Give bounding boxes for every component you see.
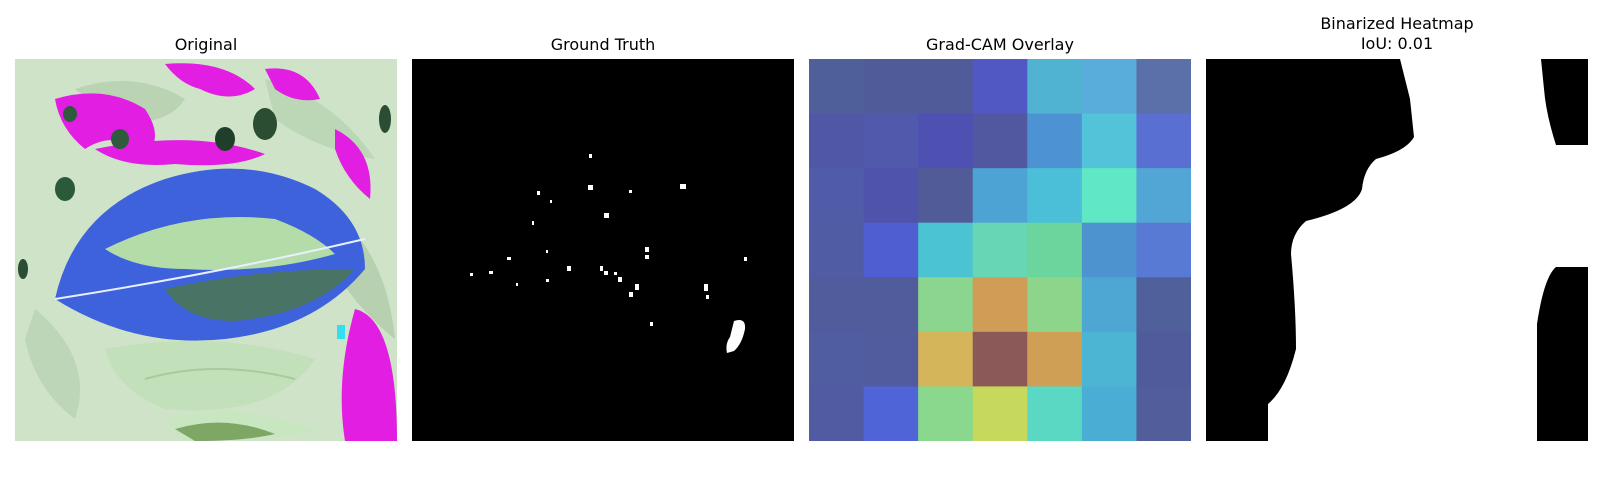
binarized-title-text: Binarized Heatmap <box>1320 14 1474 33</box>
original-panel: Original <box>15 0 397 500</box>
gradcam-cell <box>809 113 865 169</box>
gradcam-cell <box>863 168 919 224</box>
original-title: Original <box>174 35 238 54</box>
gradcam-title: Grad-CAM Overlay <box>926 35 1074 54</box>
binarized-title: Binarized Heatmap IoU: 0.01 <box>1206 14 1588 54</box>
gradcam-cell <box>863 386 919 441</box>
gradcam-cell <box>1081 168 1137 224</box>
gradcam-cell <box>809 222 865 278</box>
gradcam-cell <box>972 277 1028 333</box>
binarized-panel: Binarized Heatmap IoU: 0.01 <box>1206 0 1588 500</box>
gradcam-cell <box>918 168 974 224</box>
gradcam-cell <box>972 331 1028 387</box>
gradcam-cell <box>863 331 919 387</box>
gradcam-cell <box>918 331 974 387</box>
gradcam-cell <box>863 222 919 278</box>
gradcam-cell <box>1027 168 1083 224</box>
gradcam-cell <box>972 59 1028 115</box>
gradcam-cell <box>863 59 919 115</box>
gradcam-cell <box>809 59 865 115</box>
gradcam-cell <box>972 222 1028 278</box>
gradcam-cell <box>1027 113 1083 169</box>
gradcam-cell <box>918 277 974 333</box>
gradcam-cell <box>809 277 865 333</box>
gradcam-cell <box>972 113 1028 169</box>
gradcam-cell <box>1136 277 1191 333</box>
ground-truth-panel: Ground Truth <box>412 0 794 500</box>
gradcam-cell <box>1136 113 1191 169</box>
gradcam-cell <box>1136 331 1191 387</box>
gradcam-cell <box>1027 59 1083 115</box>
gradcam-cell <box>1136 59 1191 115</box>
gradcam-cell <box>918 386 974 441</box>
gradcam-cell <box>863 113 919 169</box>
gradcam-cell <box>809 331 865 387</box>
gradcam-cell <box>1027 331 1083 387</box>
gradcam-cell <box>1081 386 1137 441</box>
gradcam-panel: Grad-CAM Overlay <box>809 0 1191 500</box>
gradcam-heatmap <box>809 59 1191 441</box>
gradcam-cell <box>863 277 919 333</box>
gradcam-cell <box>1027 277 1083 333</box>
iou-value: IoU: 0.01 <box>1360 34 1434 53</box>
gradcam-cell <box>918 113 974 169</box>
gradcam-cell <box>972 168 1028 224</box>
binarized-mask <box>1206 59 1588 441</box>
original-image <box>15 59 397 441</box>
gradcam-cell <box>1136 386 1191 441</box>
ground-truth-title: Ground Truth <box>550 35 656 54</box>
ground-truth-mask <box>412 59 794 441</box>
gradcam-cell <box>1081 331 1137 387</box>
gradcam-cell <box>1081 277 1137 333</box>
gradcam-cell <box>809 168 865 224</box>
gradcam-cell <box>1081 59 1137 115</box>
gradcam-cell <box>1027 386 1083 441</box>
gradcam-cell <box>1136 168 1191 224</box>
gradcam-cell <box>1081 222 1137 278</box>
gradcam-cell <box>972 386 1028 441</box>
gradcam-cell <box>918 59 974 115</box>
gradcam-cell <box>1136 222 1191 278</box>
gradcam-cell <box>809 386 865 441</box>
gradcam-cell <box>918 222 974 278</box>
gradcam-cell <box>1081 113 1137 169</box>
gradcam-cell <box>1027 222 1083 278</box>
